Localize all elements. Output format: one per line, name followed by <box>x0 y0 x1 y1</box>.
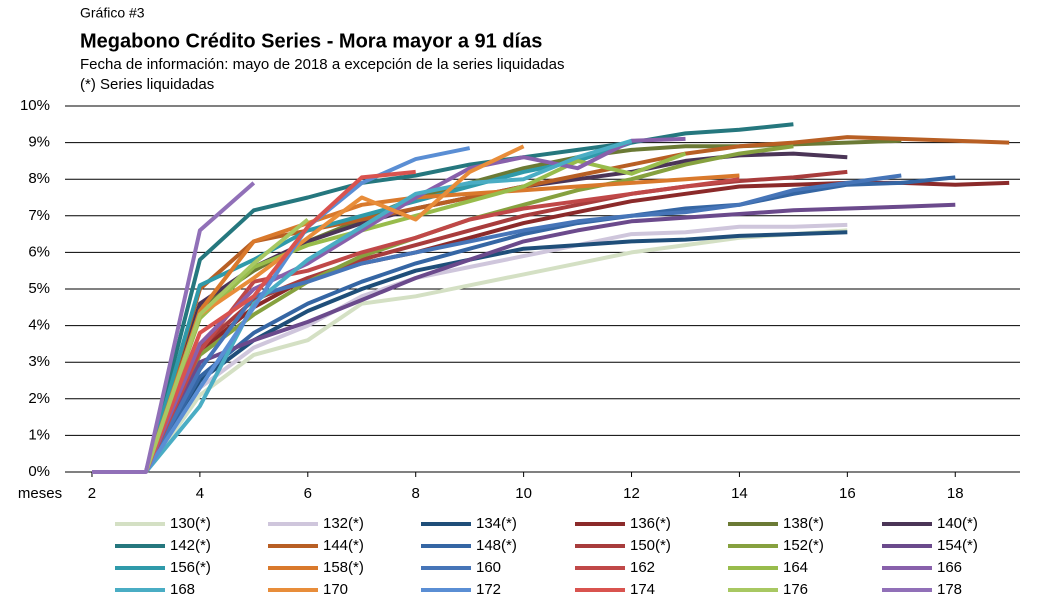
y-tick-label: 7% <box>28 207 50 224</box>
y-tick-label: 1% <box>28 426 50 443</box>
legend-label: 152(*) <box>783 537 824 554</box>
x-tick-label: 14 <box>731 485 748 502</box>
legend-label: 156(*) <box>170 559 211 576</box>
legend-label: 166 <box>937 559 962 576</box>
legend-label: 144(*) <box>323 537 364 554</box>
legend-label: 136(*) <box>630 515 671 532</box>
x-tick-label: 2 <box>88 485 96 502</box>
y-tick-label: 5% <box>28 280 50 297</box>
y-tick-label: 4% <box>28 317 50 334</box>
x-tick-label: 4 <box>196 485 204 502</box>
legend-label: 132(*) <box>323 515 364 532</box>
y-tick-label: 0% <box>28 463 50 480</box>
y-tick-label: 10% <box>20 97 50 114</box>
legend-label: 164 <box>783 559 808 576</box>
series-line <box>144 138 633 474</box>
chart-note: (*) Series liquidadas <box>80 76 214 93</box>
y-tick-label: 6% <box>28 243 50 260</box>
legend-label: 176 <box>783 581 808 598</box>
legend-label: 150(*) <box>630 537 671 554</box>
x-axis-label: meses <box>18 485 62 502</box>
legend-label: 158(*) <box>323 559 364 576</box>
legend-label: 130(*) <box>170 515 211 532</box>
series-line <box>144 217 310 473</box>
series-line <box>144 175 956 473</box>
series-line <box>144 151 687 473</box>
x-tick-label: 8 <box>412 485 420 502</box>
legend-label: 174 <box>630 581 655 598</box>
legend-label: 148(*) <box>476 537 517 554</box>
series-line <box>144 177 740 473</box>
x-tick-label: 12 <box>623 485 640 502</box>
series-line <box>144 169 848 473</box>
legend-label: 140(*) <box>937 515 978 532</box>
x-tick-label: 10 <box>515 485 532 502</box>
y-tick-label: 8% <box>28 170 50 187</box>
legend-label: 168 <box>170 581 195 598</box>
series-line <box>143 122 794 473</box>
y-tick-label: 2% <box>28 390 50 407</box>
legend-label: 172 <box>476 581 501 598</box>
series-line <box>144 169 416 473</box>
series-line <box>144 136 686 473</box>
series-line <box>143 140 633 473</box>
series-line <box>92 181 256 474</box>
legend-label: 162 <box>630 559 655 576</box>
legend-label: 134(*) <box>476 515 517 532</box>
series-line <box>144 228 848 474</box>
x-tick-label: 16 <box>839 485 856 502</box>
legend-label: 178 <box>937 581 962 598</box>
series-line <box>144 202 956 473</box>
chart-label: Gráfico #3 <box>80 5 145 21</box>
x-tick-label: 18 <box>947 485 964 502</box>
series-line <box>144 173 902 473</box>
chart-title: Megabono Crédito Series - Mora mayor a 9… <box>80 30 542 52</box>
chart-subtitle: Fecha de información: mayo de 2018 a exc… <box>80 56 564 73</box>
series-line <box>144 222 848 474</box>
x-tick-label: 6 <box>304 485 312 502</box>
legend-label: 170 <box>323 581 348 598</box>
legend-label: 142(*) <box>170 537 211 554</box>
legend-label: 154(*) <box>937 537 978 554</box>
legend-label: 160 <box>476 559 501 576</box>
y-tick-label: 9% <box>28 134 50 151</box>
legend-label: 138(*) <box>783 515 824 532</box>
y-tick-label: 3% <box>28 353 50 370</box>
